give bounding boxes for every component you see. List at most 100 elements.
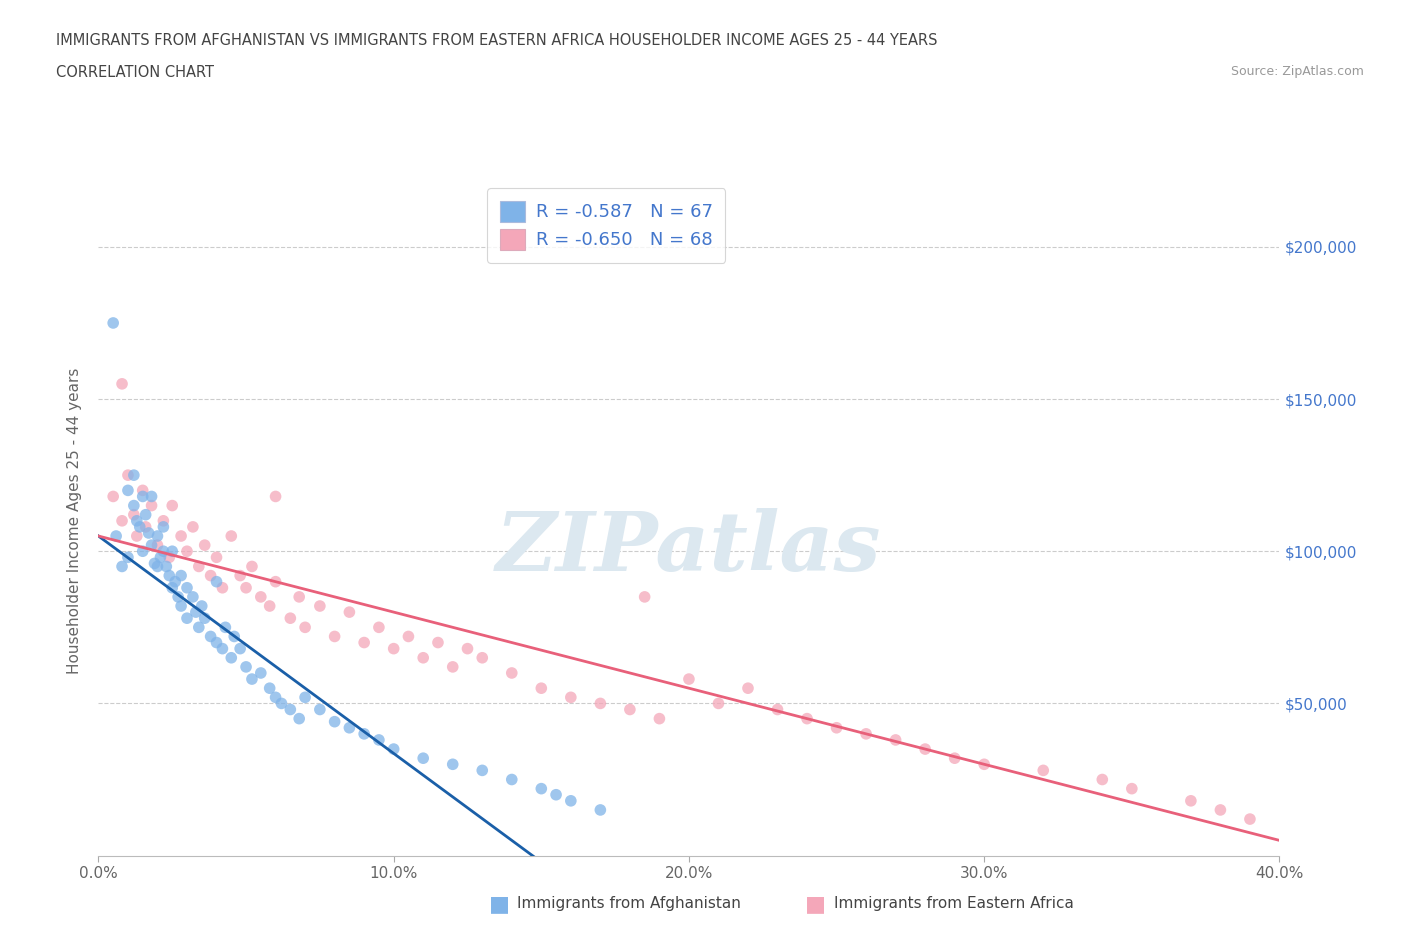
Point bbox=[184, 604, 207, 619]
Point bbox=[200, 629, 222, 644]
Point bbox=[219, 528, 242, 543]
Point bbox=[117, 550, 139, 565]
Text: ZIPatlas: ZIPatlas bbox=[496, 508, 882, 588]
Point bbox=[111, 513, 134, 528]
Point bbox=[589, 803, 612, 817]
Point bbox=[117, 483, 139, 498]
Point bbox=[240, 559, 263, 574]
Point bbox=[855, 726, 877, 741]
Point bbox=[825, 721, 848, 736]
Point bbox=[122, 507, 145, 522]
Point bbox=[132, 544, 155, 559]
Point bbox=[155, 559, 177, 574]
Point bbox=[214, 620, 236, 635]
Point bbox=[205, 550, 228, 565]
Point bbox=[278, 702, 302, 717]
Point bbox=[288, 590, 311, 604]
Point bbox=[339, 604, 360, 619]
Point bbox=[309, 599, 332, 614]
Point bbox=[103, 489, 125, 504]
Text: CORRELATION CHART: CORRELATION CHART bbox=[56, 65, 214, 80]
Text: ■: ■ bbox=[806, 894, 825, 914]
Point bbox=[181, 590, 204, 604]
Point bbox=[353, 726, 375, 741]
Point bbox=[176, 611, 198, 626]
Point bbox=[229, 568, 252, 583]
Point bbox=[619, 702, 641, 717]
Point bbox=[353, 635, 375, 650]
Text: Immigrants from Eastern Africa: Immigrants from Eastern Africa bbox=[834, 897, 1074, 911]
Point bbox=[633, 590, 655, 604]
Point bbox=[138, 525, 160, 540]
Text: Immigrants from Afghanistan: Immigrants from Afghanistan bbox=[517, 897, 741, 911]
Point bbox=[141, 538, 163, 552]
Point bbox=[162, 498, 183, 513]
Point bbox=[135, 507, 157, 522]
Point bbox=[224, 629, 246, 644]
Point bbox=[211, 641, 233, 656]
Point bbox=[200, 568, 222, 583]
Point bbox=[412, 751, 434, 765]
Point bbox=[240, 671, 263, 686]
Point bbox=[157, 568, 180, 583]
Point bbox=[170, 568, 193, 583]
Point bbox=[191, 599, 214, 614]
Point bbox=[152, 513, 174, 528]
Text: ■: ■ bbox=[489, 894, 509, 914]
Point bbox=[368, 733, 391, 748]
Point bbox=[294, 620, 316, 635]
Point bbox=[103, 315, 125, 330]
Point bbox=[412, 650, 434, 665]
Point bbox=[501, 666, 523, 681]
Point bbox=[396, 629, 419, 644]
Point bbox=[132, 489, 155, 504]
Point bbox=[382, 641, 405, 656]
Point bbox=[707, 696, 730, 711]
Point bbox=[259, 681, 281, 696]
Point bbox=[146, 559, 169, 574]
Point bbox=[441, 659, 464, 674]
Point bbox=[141, 489, 163, 504]
Point bbox=[105, 528, 128, 543]
Point bbox=[546, 788, 568, 803]
Point bbox=[1180, 793, 1202, 808]
Point bbox=[167, 590, 190, 604]
Point bbox=[382, 741, 405, 756]
Point bbox=[796, 711, 818, 726]
Point bbox=[264, 690, 287, 705]
Point bbox=[1239, 812, 1261, 827]
Point bbox=[530, 781, 553, 796]
Point bbox=[766, 702, 789, 717]
Point bbox=[471, 763, 494, 777]
Point bbox=[250, 666, 273, 681]
Point bbox=[589, 696, 612, 711]
Point bbox=[278, 611, 302, 626]
Point bbox=[309, 702, 332, 717]
Point bbox=[323, 714, 346, 729]
Point bbox=[914, 741, 936, 756]
Point bbox=[111, 559, 134, 574]
Point bbox=[170, 599, 193, 614]
Text: IMMIGRANTS FROM AFGHANISTAN VS IMMIGRANTS FROM EASTERN AFRICA HOUSEHOLDER INCOME: IMMIGRANTS FROM AFGHANISTAN VS IMMIGRANT… bbox=[56, 33, 938, 47]
Point bbox=[501, 772, 523, 787]
Point bbox=[530, 681, 553, 696]
Point bbox=[141, 498, 163, 513]
Point bbox=[264, 489, 287, 504]
Point bbox=[235, 580, 257, 595]
Point bbox=[162, 544, 183, 559]
Point bbox=[194, 538, 217, 552]
Point bbox=[211, 580, 233, 595]
Legend: R = -0.587   N = 67, R = -0.650   N = 68: R = -0.587 N = 67, R = -0.650 N = 68 bbox=[486, 189, 725, 262]
Point bbox=[219, 650, 242, 665]
Point bbox=[157, 550, 180, 565]
Point bbox=[264, 574, 287, 589]
Point bbox=[111, 377, 134, 392]
Point bbox=[368, 620, 391, 635]
Point bbox=[250, 590, 273, 604]
Point bbox=[323, 629, 346, 644]
Point bbox=[152, 544, 174, 559]
Point bbox=[471, 650, 494, 665]
Point bbox=[456, 641, 478, 656]
Point bbox=[176, 544, 198, 559]
Point bbox=[560, 690, 582, 705]
